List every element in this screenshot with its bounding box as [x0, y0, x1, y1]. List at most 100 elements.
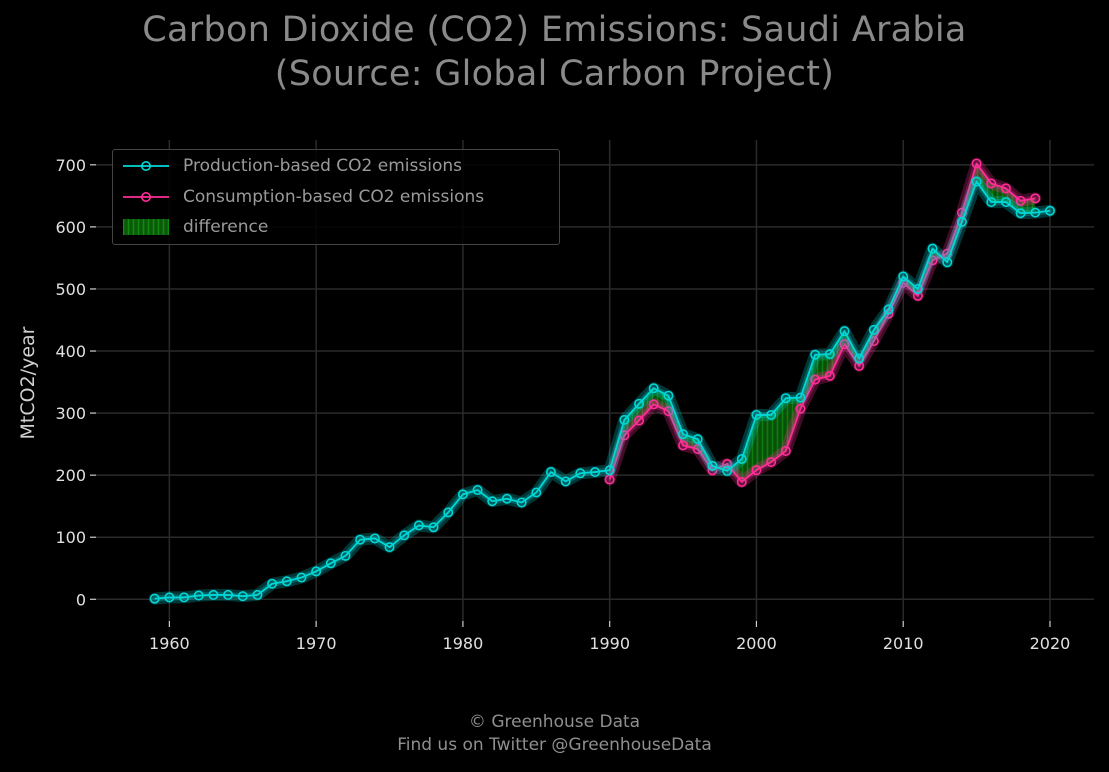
production-point [399, 530, 410, 541]
production-point [531, 487, 542, 498]
difference-fill [609, 163, 1036, 482]
consumption-point [824, 370, 835, 381]
y-tick-label: 500 [55, 280, 86, 299]
production-point [854, 353, 865, 364]
consumption-point [604, 474, 615, 485]
production-point [986, 197, 997, 208]
y-tick-label: 100 [55, 528, 86, 547]
x-tick-label: 2010 [883, 634, 924, 653]
production-point [942, 257, 953, 268]
legend-swatch-difference [123, 219, 169, 235]
production-point [663, 390, 674, 401]
production-point [1044, 205, 1055, 216]
y-tick-label: 400 [55, 342, 86, 361]
production-point [223, 589, 234, 600]
consumption-point [839, 339, 850, 350]
production-point [179, 592, 190, 603]
production-point [164, 592, 175, 603]
y-tick-label: 700 [55, 156, 86, 175]
production-point [237, 591, 248, 602]
production-point [384, 542, 395, 553]
production-point [883, 304, 894, 315]
production-point [956, 216, 967, 227]
consumption-point [854, 360, 865, 371]
difference-area [609, 163, 1036, 482]
production-point [487, 496, 498, 507]
production-point [810, 349, 821, 360]
production-point [267, 578, 278, 589]
production-point [545, 467, 556, 478]
production-point [281, 576, 292, 587]
chart-subtitle: (Source: Global Carbon Project) [274, 54, 835, 94]
x-tick-label: 2020 [1030, 634, 1071, 653]
production-point [501, 493, 512, 504]
production-point [413, 520, 424, 531]
production-point [369, 533, 380, 544]
axes: 0 100 200 300 400 500 600 700 1960 1970 1980 1990 20… [55, 156, 1070, 653]
x-tick-label: 1990 [589, 634, 630, 653]
production-point [780, 393, 791, 404]
legend-label-difference: difference [183, 217, 269, 237]
consumption-point [722, 458, 733, 469]
production-point [692, 434, 703, 445]
consumption-point [692, 444, 703, 455]
production-point [795, 392, 806, 403]
consumption-point [868, 336, 879, 347]
legend-label-production: Production-based CO2 emissions [183, 156, 462, 176]
series-lines [148, 157, 1056, 605]
production-point [868, 324, 879, 335]
production-point [912, 283, 923, 294]
production-point [898, 271, 909, 282]
production-point [355, 534, 366, 545]
production-point [927, 243, 938, 254]
production-point [575, 468, 586, 479]
consumption-point [648, 399, 659, 410]
consumption-point [986, 178, 997, 189]
production-point [311, 566, 322, 577]
production-point [340, 550, 351, 561]
production-point [648, 383, 659, 394]
production-point [1030, 207, 1041, 218]
legend-swatch-consumption [123, 192, 169, 202]
production-point [193, 590, 204, 601]
production-point [589, 467, 600, 478]
consumption-point [810, 374, 821, 385]
consumption-point [1000, 183, 1011, 194]
consumption-point [971, 158, 982, 169]
production-point [751, 409, 762, 420]
legend-label-consumption: Consumption-based CO2 emissions [183, 187, 485, 207]
production-point [634, 398, 645, 409]
y-tick-label: 0 [76, 590, 86, 609]
production-point [736, 454, 747, 465]
consumption-point [678, 440, 689, 451]
production-point [516, 497, 527, 508]
consumption-point [1030, 193, 1041, 204]
production-point [1015, 208, 1026, 219]
production-point [766, 409, 777, 420]
consumption-point [751, 465, 762, 476]
consumption-point [1015, 195, 1026, 206]
legend-item-difference: difference [121, 214, 268, 240]
production-point [296, 572, 307, 583]
production-point [443, 507, 454, 518]
production-point [971, 176, 982, 187]
x-tick-label: 1960 [149, 634, 190, 653]
chart-title: Carbon Dioxide (CO2) Emissions: Saudi Ar… [142, 10, 967, 50]
production-point [457, 489, 468, 500]
consumption-point [736, 476, 747, 487]
legend-item-consumption: Consumption-based CO2 emissions [121, 184, 484, 210]
legend-item-production: Production-based CO2 emissions [121, 153, 462, 179]
consumption-point [634, 415, 645, 426]
production-point [325, 558, 336, 569]
production-point [619, 414, 630, 425]
production-point [604, 465, 615, 476]
y-tick-label: 200 [55, 466, 86, 485]
consumption-point [663, 406, 674, 417]
production-point [472, 485, 483, 496]
production-point [208, 589, 219, 600]
y-tick-label: 300 [55, 404, 86, 423]
y-tick-label: 600 [55, 218, 86, 237]
x-tick-label: 1970 [296, 634, 337, 653]
production-point [252, 589, 263, 600]
